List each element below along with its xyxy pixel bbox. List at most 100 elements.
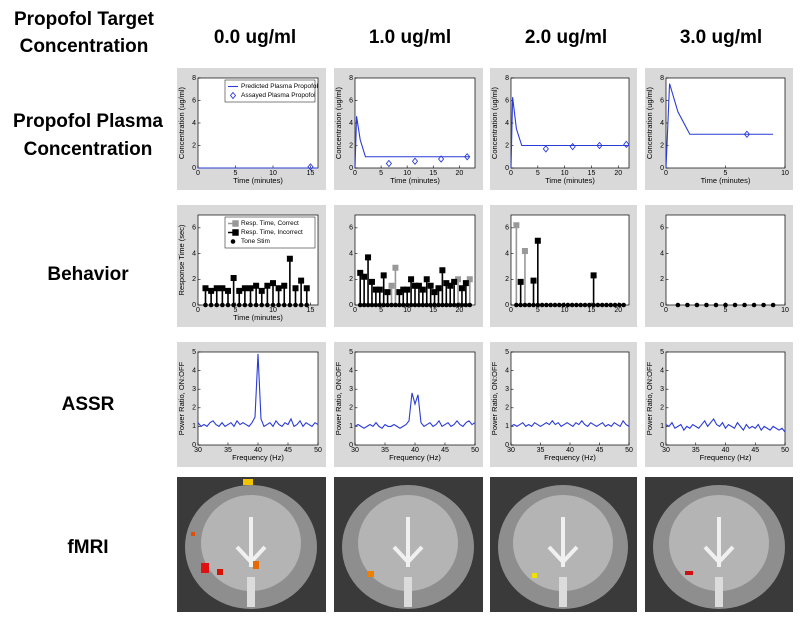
y-tick-label: 4 (660, 120, 664, 127)
fmri-image (177, 477, 326, 612)
row-header: Concentration (24, 139, 153, 160)
x-axis-label: Time (minutes) (390, 176, 440, 185)
line (665, 83, 774, 169)
chart-panel: 0 2 4 6 8 0 5 10 15 Time (minutes) Concentration (… (177, 68, 326, 190)
row-header: fMRI (67, 537, 108, 558)
dot (416, 302, 422, 308)
y-tick-label: 1 (660, 423, 664, 430)
line (354, 392, 476, 429)
y-tick-label: 6 (349, 225, 353, 232)
stem (458, 285, 465, 305)
stem (408, 276, 415, 305)
dot (276, 302, 281, 308)
dot (225, 302, 231, 308)
x-tick-label: 0 (509, 170, 513, 177)
x-tick-label: 45 (441, 447, 449, 454)
dot (548, 302, 553, 308)
x-tick-label: 30 (507, 447, 515, 454)
x-tick-label: 45 (751, 447, 759, 454)
y-tick-label: 0 (660, 165, 664, 172)
dot (723, 302, 728, 308)
plot-area (354, 77, 476, 169)
dot (531, 302, 536, 308)
y-tick-label: 0 (192, 302, 196, 309)
x-tick-label: 15 (429, 170, 437, 177)
dot (685, 302, 690, 308)
x-tick-label: 35 (537, 447, 545, 454)
x-tick-label: 10 (781, 307, 789, 314)
y-tick-label: 5 (660, 349, 664, 356)
y-axis-label: Response Time (sec) (177, 224, 186, 295)
y-tick-label: 2 (505, 405, 509, 412)
legend-label: Predicted Plasma Propofol (241, 83, 319, 90)
x-tick-label: 45 (596, 447, 604, 454)
y-tick-label: 4 (349, 367, 353, 374)
marker (743, 130, 751, 138)
dot (582, 302, 588, 308)
row-header: Behavior (47, 264, 129, 285)
y-tick-label: 6 (349, 97, 353, 104)
x-tick-label: 50 (625, 447, 633, 454)
y-tick-label: 5 (192, 349, 196, 356)
dot (242, 302, 248, 308)
line (510, 419, 630, 428)
dot (612, 302, 618, 308)
dot (621, 302, 626, 308)
x-tick-label: 10 (269, 170, 277, 177)
x-tick-label: 10 (561, 170, 569, 177)
y-tick-label: 6 (192, 225, 196, 232)
stem (466, 276, 473, 305)
y-axis-label: Concentration (ug/ml) (177, 86, 186, 159)
stem (513, 222, 520, 305)
y-tick-label: 5 (349, 349, 353, 356)
stem (298, 277, 305, 305)
dot (436, 302, 441, 308)
x-tick-label: 30 (351, 447, 359, 454)
x-axis-label: Frequency (Hz) (232, 453, 284, 462)
x-axis-label: Frequency (Hz) (700, 453, 752, 462)
y-tick-label: 0 (505, 442, 509, 449)
dot (203, 302, 208, 308)
x-tick-label: 40 (254, 447, 262, 454)
dot (518, 302, 523, 308)
chart-panel: 0 2 4 6 0 5 10 (645, 205, 793, 327)
stem (392, 264, 399, 305)
stem (447, 282, 454, 305)
x-tick-label: 5 (536, 170, 540, 177)
stem (404, 286, 411, 305)
stem (202, 285, 209, 305)
dot (565, 302, 571, 308)
stem (361, 273, 368, 305)
y-tick-label: 5 (505, 349, 509, 356)
dot (463, 302, 469, 308)
x-tick-label: 5 (724, 170, 728, 177)
y-tick-label: 4 (505, 120, 509, 127)
stem (208, 287, 215, 305)
dot (761, 302, 766, 308)
chart-panel: 0 2 4 6 0 5 10 15 Time (minutes) Response Time (s… (177, 205, 326, 327)
y-tick-label: 6 (505, 225, 509, 232)
chart-panel: 0 2 4 6 8 0 5 10 15 20 Time (minutes) Concentration… (334, 68, 483, 190)
x-tick-label: 40 (722, 447, 730, 454)
stem (590, 272, 597, 305)
stem (439, 267, 446, 305)
x-tick-label: 30 (194, 447, 202, 454)
marker (542, 145, 549, 153)
dot (561, 302, 566, 308)
y-tick-label: 4 (349, 250, 353, 257)
marker (438, 155, 445, 163)
dot (467, 302, 473, 308)
dot (389, 302, 394, 308)
dot (393, 302, 398, 308)
dot (412, 302, 418, 308)
x-axis-label: Frequency (Hz) (389, 453, 441, 462)
x-tick-label: 5 (379, 170, 383, 177)
dot (675, 302, 681, 308)
dot (270, 302, 276, 308)
marker (385, 159, 392, 168)
y-tick-label: 2 (349, 276, 353, 283)
x-tick-label: 15 (588, 170, 596, 177)
y-tick-label: 4 (505, 367, 509, 374)
